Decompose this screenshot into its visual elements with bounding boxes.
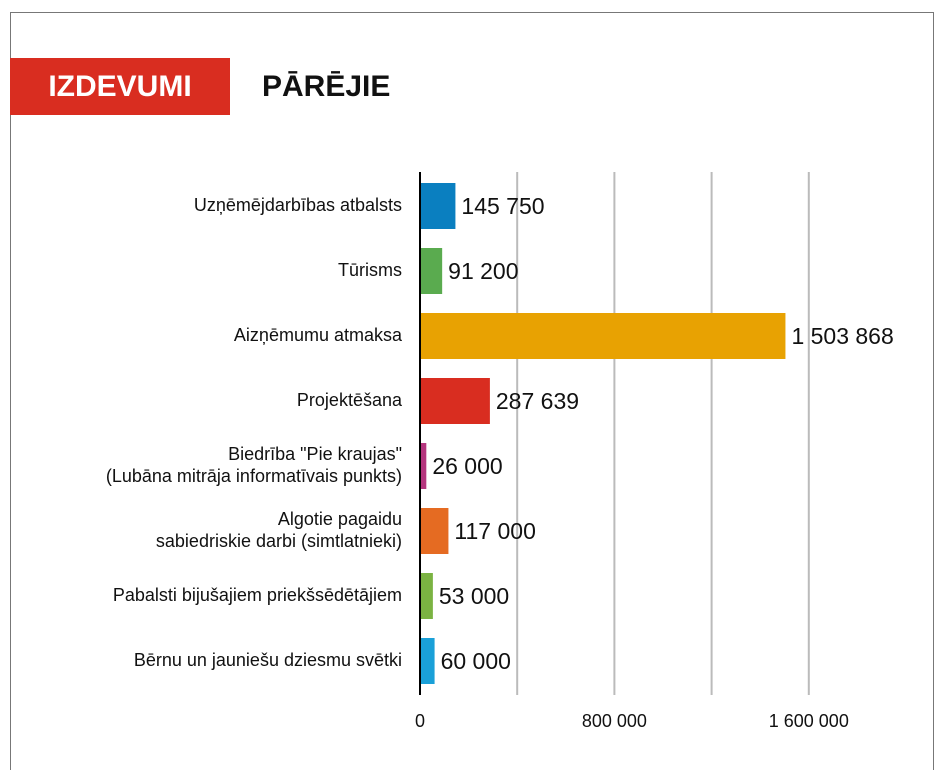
bar (420, 508, 449, 554)
bar (420, 443, 427, 489)
category-label: Pabalsti bijušajiem priekšsēdētājiem (113, 585, 402, 605)
bar (420, 573, 433, 619)
value-label: 117 000 (454, 518, 535, 544)
category-label: Aizņēmumu atmaksa (234, 325, 403, 345)
value-label: 53 000 (439, 583, 509, 609)
bar (420, 638, 435, 684)
value-label: 26 000 (432, 453, 502, 479)
chart-title: PĀRĒJIE (262, 70, 390, 103)
category-label: Uzņēmējdarbības atbalsts (194, 195, 402, 215)
category-label: Tūrisms (338, 260, 402, 280)
category-label: Algotie pagaidu (278, 509, 402, 529)
category-label: Bērnu un jauniešu dziesmu svētki (134, 650, 402, 670)
bar (420, 248, 443, 294)
value-label: 1 503 868 (791, 323, 893, 349)
value-label: 60 000 (441, 648, 511, 674)
category-label: sabiedriskie darbi (simtlatnieki) (156, 531, 402, 551)
category-label: Projektēšana (297, 390, 403, 410)
frame (10, 12, 934, 775)
bar (420, 378, 490, 424)
value-label: 91 200 (448, 258, 518, 284)
category-label: (Lubāna mitrāja informatīvais punkts) (106, 466, 402, 486)
bar (420, 313, 786, 359)
tag-box (10, 58, 230, 115)
x-tick-label: 0 (415, 711, 425, 731)
x-tick-label: 800 000 (582, 711, 647, 731)
value-label: 145 750 (461, 193, 544, 219)
category-label: Biedrība "Pie kraujas" (228, 444, 402, 464)
bar (420, 183, 456, 229)
value-label: 287 639 (496, 388, 579, 414)
tag: IZDEVUMI (48, 70, 191, 103)
x-tick-label: 1 600 000 (769, 711, 849, 731)
